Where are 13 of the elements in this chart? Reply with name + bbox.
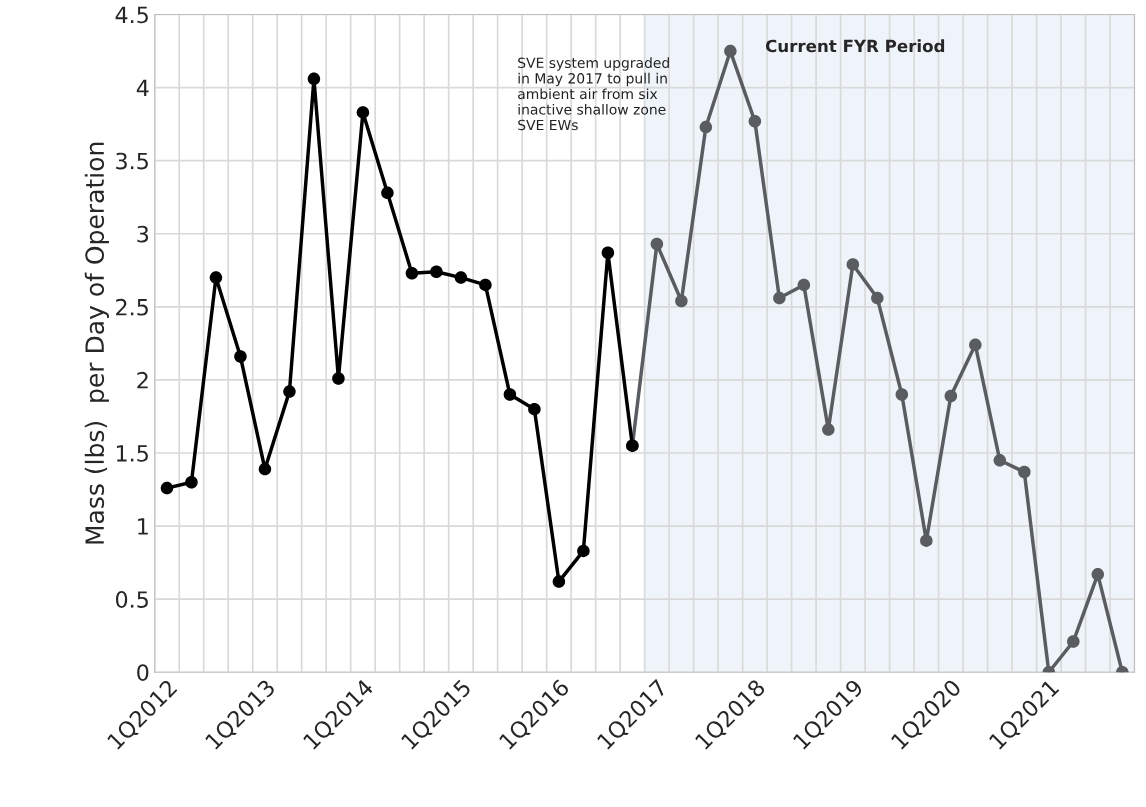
y-tick-label: 0 — [137, 664, 149, 681]
y-tick-label: 3 — [137, 225, 149, 243]
y-tick-label: 2 — [137, 371, 148, 389]
annotation: Current FYR Period — [765, 39, 945, 53]
y-tick-label: 0.5 — [115, 591, 148, 608]
y-axis-title: Mass (lbs) per Day of Operation — [84, 142, 109, 544]
y-tick-label: 3.5 — [116, 152, 148, 170]
y-tick-label: 1.5 — [116, 445, 148, 462]
y-tick-label: 4 — [136, 79, 149, 97]
annotation: SVE system upgraded in May 2017 to pull in ambient air from six inactive shallow zone SVE EWs — [518, 57, 669, 131]
y-tick-label: 2.5 — [116, 298, 148, 316]
y-tick-label: 1 — [138, 518, 148, 535]
y-tick-label: 4.5 — [115, 6, 148, 24]
